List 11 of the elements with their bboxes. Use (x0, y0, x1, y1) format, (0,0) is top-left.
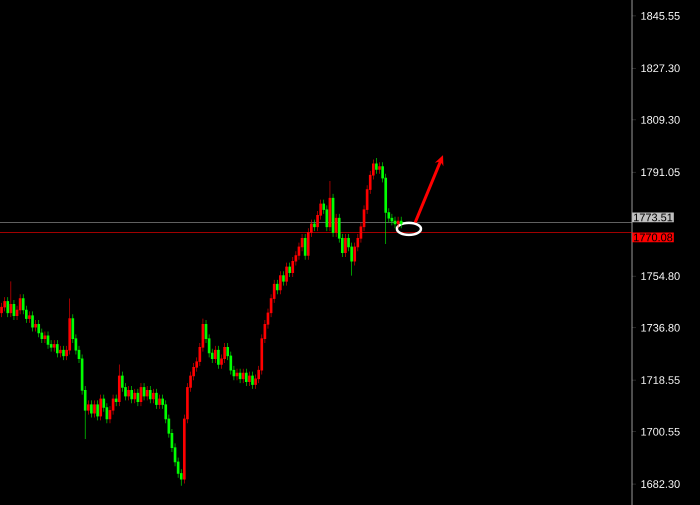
y-tick-label: 1845.55 (641, 12, 680, 20)
y-tick-label: 1700.55 (641, 428, 680, 436)
y-tick-label: 1718.55 (641, 376, 680, 384)
ref-line-label: 1770.08 (634, 234, 672, 242)
y-tick-label: 1791.05 (641, 168, 680, 176)
ref-line-label: 1773.51 (634, 214, 672, 222)
y-tick-label: 1754.80 (641, 272, 680, 280)
y-tick-label: 1827.30 (641, 64, 680, 72)
y-tick-label: 1809.30 (641, 116, 680, 124)
y-tick-label: 1682.30 (641, 480, 680, 488)
y-tick-label: 1736.80 (641, 324, 680, 332)
